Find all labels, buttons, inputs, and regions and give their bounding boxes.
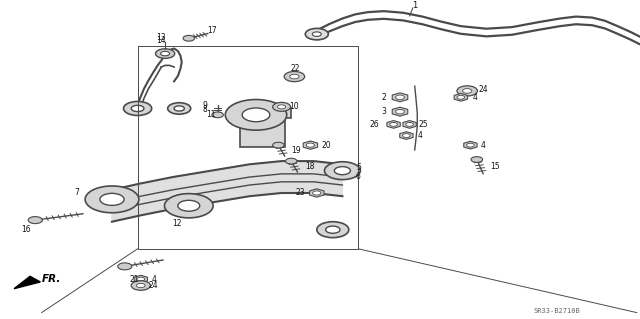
Circle shape <box>242 108 270 122</box>
Circle shape <box>164 194 213 218</box>
Polygon shape <box>112 161 342 222</box>
Circle shape <box>284 71 305 82</box>
Circle shape <box>174 106 184 111</box>
Circle shape <box>406 122 413 126</box>
Text: 21: 21 <box>130 275 139 284</box>
Circle shape <box>168 103 191 114</box>
Circle shape <box>290 74 299 79</box>
Text: 22: 22 <box>291 64 300 73</box>
Polygon shape <box>310 189 324 197</box>
Circle shape <box>403 134 410 137</box>
Text: 25: 25 <box>419 120 429 129</box>
Circle shape <box>457 86 477 96</box>
Circle shape <box>306 143 315 147</box>
Polygon shape <box>234 108 291 147</box>
Text: 5: 5 <box>356 163 361 172</box>
Text: SR33-B2710B: SR33-B2710B <box>533 308 580 314</box>
Polygon shape <box>392 93 408 102</box>
Circle shape <box>124 101 152 115</box>
Text: 4: 4 <box>151 275 156 284</box>
Circle shape <box>161 51 170 56</box>
Circle shape <box>137 277 145 281</box>
Polygon shape <box>454 93 467 101</box>
Text: 24: 24 <box>148 281 159 290</box>
Circle shape <box>100 193 124 205</box>
Circle shape <box>156 49 175 58</box>
Circle shape <box>396 95 404 100</box>
Text: FR.: FR. <box>42 274 61 284</box>
Text: 10: 10 <box>289 102 300 111</box>
Text: 14: 14 <box>156 36 166 45</box>
Circle shape <box>225 100 287 130</box>
Circle shape <box>390 122 397 126</box>
Text: 19: 19 <box>291 146 301 155</box>
Circle shape <box>118 263 132 270</box>
Circle shape <box>463 89 472 93</box>
Circle shape <box>312 191 321 195</box>
Circle shape <box>28 217 42 224</box>
Text: 4: 4 <box>481 141 486 150</box>
Circle shape <box>467 143 474 147</box>
Circle shape <box>278 105 285 109</box>
Circle shape <box>471 157 483 162</box>
Text: 7: 7 <box>74 189 79 197</box>
Polygon shape <box>303 141 317 149</box>
Circle shape <box>396 109 404 114</box>
Circle shape <box>178 200 200 211</box>
Text: 26: 26 <box>369 120 380 129</box>
Polygon shape <box>392 107 408 116</box>
Circle shape <box>326 226 340 233</box>
Text: 4: 4 <box>418 131 423 140</box>
Circle shape <box>285 158 297 164</box>
Polygon shape <box>400 132 413 139</box>
Polygon shape <box>403 121 416 128</box>
Text: 8: 8 <box>202 105 207 114</box>
Circle shape <box>305 28 328 40</box>
Circle shape <box>273 102 291 111</box>
Text: 23: 23 <box>296 189 306 197</box>
Text: 3: 3 <box>381 107 387 116</box>
Text: 20: 20 <box>321 141 332 150</box>
Text: 13: 13 <box>156 33 166 42</box>
Text: 9: 9 <box>202 101 207 110</box>
Polygon shape <box>14 276 40 289</box>
Circle shape <box>183 35 195 41</box>
Text: 16: 16 <box>20 225 31 234</box>
Text: 4: 4 <box>472 93 477 102</box>
Circle shape <box>212 112 223 118</box>
Text: 18: 18 <box>306 162 315 171</box>
Circle shape <box>85 186 139 213</box>
Circle shape <box>312 32 321 36</box>
Circle shape <box>324 162 360 180</box>
Text: 17: 17 <box>207 26 218 35</box>
Polygon shape <box>464 141 477 149</box>
Text: 11: 11 <box>207 110 216 119</box>
Circle shape <box>334 167 351 175</box>
Circle shape <box>317 222 349 238</box>
Circle shape <box>457 95 465 99</box>
Polygon shape <box>134 275 147 283</box>
Text: 24: 24 <box>478 85 488 94</box>
Polygon shape <box>387 121 400 128</box>
Text: 15: 15 <box>490 162 500 171</box>
Text: 1: 1 <box>412 1 417 10</box>
Circle shape <box>131 105 144 112</box>
Circle shape <box>131 281 150 290</box>
Circle shape <box>273 142 284 148</box>
Circle shape <box>136 283 145 288</box>
Text: 12: 12 <box>173 219 182 228</box>
Text: 2: 2 <box>381 93 387 102</box>
Text: 6: 6 <box>356 172 361 181</box>
